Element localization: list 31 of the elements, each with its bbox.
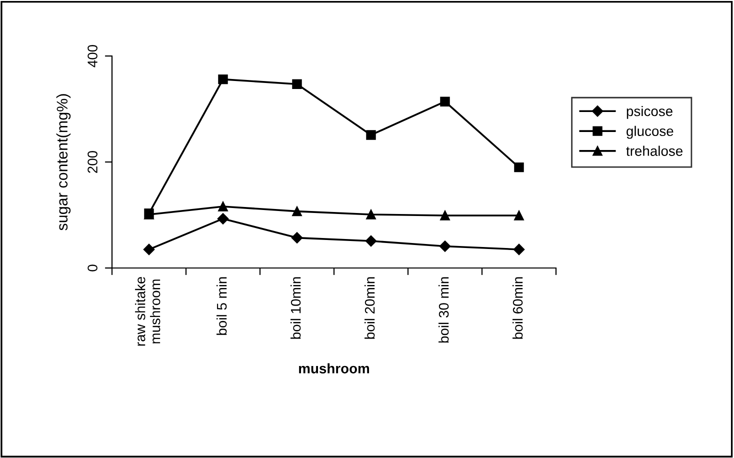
x-tick-label: boil 5 min: [216, 277, 227, 335]
point: [365, 235, 377, 247]
point: [218, 74, 228, 84]
point: [143, 244, 155, 256]
point: [439, 240, 451, 252]
point: [218, 202, 228, 212]
legend-label: glucose: [626, 126, 674, 139]
x-axis-title: mushroom: [299, 363, 370, 374]
point: [366, 130, 376, 140]
point: [513, 244, 525, 256]
point: [366, 210, 376, 220]
y-tick-label: 200: [88, 150, 98, 173]
point: [292, 206, 302, 216]
point: [440, 210, 450, 220]
x-tick-label: boil 20min: [364, 277, 375, 339]
y-axis-title: sugar content(mg%): [56, 94, 71, 230]
point: [144, 208, 154, 218]
x-tick-label: boil 10min: [290, 277, 301, 339]
point: [514, 210, 524, 220]
x-tick-label: boil 30 min: [438, 277, 449, 343]
point: [292, 79, 302, 89]
point: [440, 96, 450, 106]
point: [514, 162, 524, 172]
legend-label: trehalose: [626, 146, 683, 156]
y-tick-label: 400: [88, 44, 98, 68]
x-tick-label: boil 60min: [512, 277, 523, 339]
y-tick-label: 0: [88, 264, 98, 272]
point: [217, 213, 229, 224]
point: [291, 232, 303, 244]
legend-label: psicose: [626, 106, 672, 119]
x-tick-label: raw shitake mushroom: [135, 276, 160, 346]
